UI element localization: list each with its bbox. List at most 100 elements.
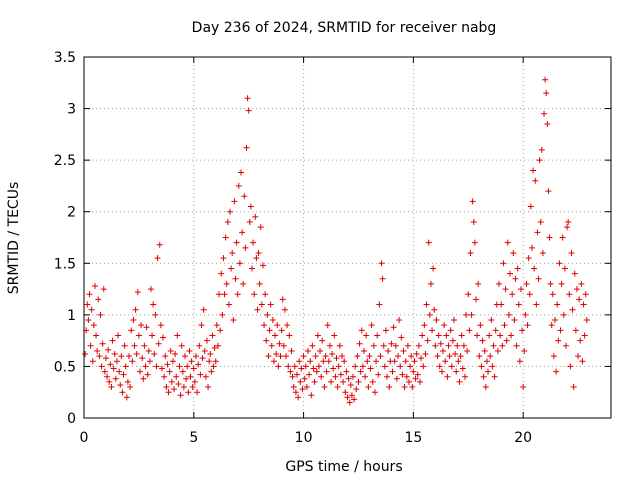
- data-point: [284, 322, 291, 329]
- data-point: [509, 291, 516, 298]
- data-point: [87, 342, 94, 349]
- data-point: [248, 265, 255, 272]
- data-point: [441, 322, 448, 329]
- data-point: [127, 384, 134, 391]
- data-point: [506, 270, 513, 277]
- data-point: [128, 327, 135, 334]
- data-point: [312, 353, 319, 360]
- data-point: [313, 368, 320, 375]
- data-point: [397, 363, 404, 370]
- data-point: [504, 239, 511, 246]
- data-point: [158, 365, 165, 372]
- data-point: [450, 317, 457, 324]
- data-point: [311, 378, 318, 385]
- data-point: [475, 280, 482, 287]
- y-tick-label: 3: [67, 102, 76, 118]
- data-point: [141, 342, 148, 349]
- data-point: [136, 368, 143, 375]
- data-point: [252, 213, 259, 220]
- data-point: [534, 229, 541, 236]
- data-point: [393, 375, 400, 382]
- data-point: [241, 193, 248, 200]
- data-point: [559, 234, 566, 241]
- data-point: [196, 342, 203, 349]
- data-point: [186, 347, 193, 354]
- data-point: [376, 301, 383, 308]
- data-point: [381, 363, 388, 370]
- data-point: [244, 95, 251, 102]
- data-point: [155, 340, 162, 347]
- data-point: [176, 363, 183, 370]
- data-point: [368, 322, 375, 329]
- data-point: [91, 282, 98, 289]
- data-point: [483, 358, 490, 365]
- data-point: [197, 371, 204, 378]
- data-point: [133, 351, 140, 358]
- data-point: [168, 378, 175, 385]
- data-point: [115, 332, 122, 339]
- tick-layer: [83, 56, 611, 419]
- data-point: [552, 317, 559, 324]
- data-point: [445, 342, 452, 349]
- data-point: [272, 332, 279, 339]
- data-point: [511, 317, 518, 324]
- data-point: [537, 219, 544, 226]
- data-point: [140, 375, 147, 382]
- data-point: [184, 363, 191, 370]
- data-point: [526, 291, 533, 298]
- data-point: [157, 322, 164, 329]
- data-point: [380, 342, 387, 349]
- data-point: [444, 373, 451, 380]
- data-point: [498, 301, 505, 308]
- data-point: [531, 265, 538, 272]
- data-point: [106, 378, 113, 385]
- x-axis-label: GPS time / hours: [285, 459, 402, 475]
- data-point: [310, 365, 317, 372]
- data-point: [194, 389, 201, 396]
- data-point: [279, 296, 286, 303]
- data-point: [371, 389, 378, 396]
- data-point: [577, 337, 584, 344]
- data-point: [420, 363, 427, 370]
- data-point: [378, 260, 385, 267]
- data-point: [239, 229, 246, 236]
- data-point: [516, 358, 523, 365]
- data-point: [122, 363, 129, 370]
- data-point: [160, 334, 167, 341]
- data-point: [400, 347, 407, 354]
- data-point: [515, 301, 522, 308]
- data-point: [101, 368, 108, 375]
- data-points-layer: [82, 76, 590, 406]
- data-point: [295, 394, 302, 401]
- data-point: [261, 322, 268, 329]
- x-tick-label: 0: [80, 430, 89, 446]
- data-point: [556, 260, 563, 267]
- data-point: [476, 353, 483, 360]
- data-point: [343, 368, 350, 375]
- data-point: [277, 353, 284, 360]
- data-point: [326, 342, 333, 349]
- data-point: [362, 373, 369, 380]
- data-point: [365, 384, 372, 391]
- data-point: [490, 342, 497, 349]
- data-point: [508, 332, 515, 339]
- data-point: [293, 371, 300, 378]
- data-point: [575, 353, 582, 360]
- data-point: [412, 375, 419, 382]
- data-point: [423, 301, 430, 308]
- data-point: [437, 340, 444, 347]
- data-point: [268, 342, 275, 349]
- data-point: [189, 384, 196, 391]
- data-point: [320, 358, 327, 365]
- data-point: [424, 337, 431, 344]
- data-point: [459, 365, 466, 372]
- data-point: [454, 342, 461, 349]
- data-point: [332, 373, 339, 380]
- data-point: [172, 351, 179, 358]
- data-point: [205, 384, 212, 391]
- data-point: [250, 239, 257, 246]
- data-point: [463, 311, 470, 318]
- data-point: [520, 384, 527, 391]
- data-point: [492, 327, 499, 334]
- data-point: [539, 249, 546, 256]
